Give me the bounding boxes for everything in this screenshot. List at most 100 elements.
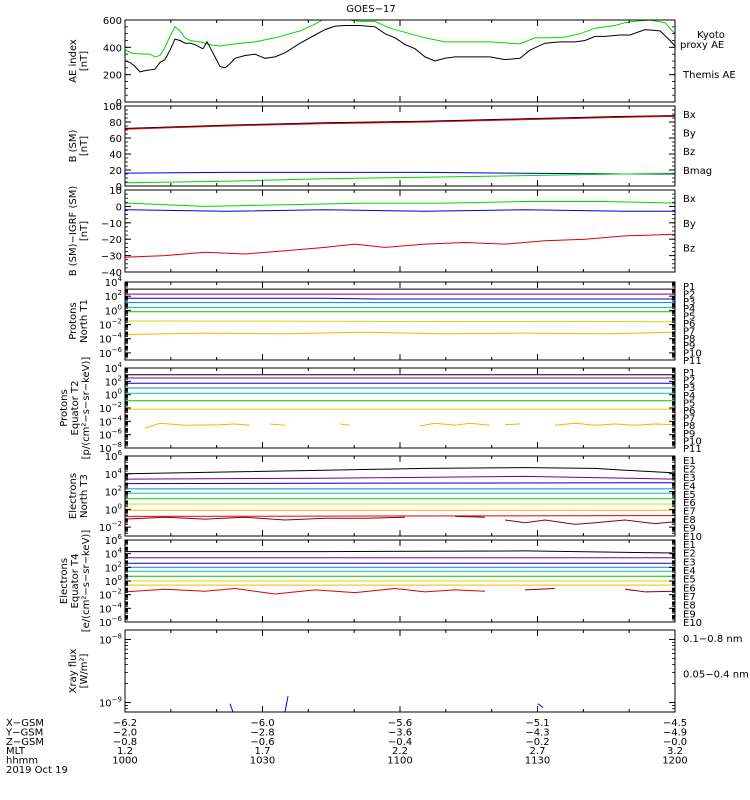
legend-label: E4	[683, 481, 696, 492]
x-tick-label: 1.2	[117, 746, 133, 757]
y-axis-label: North T3	[79, 474, 90, 518]
x-row-label: MLT	[6, 746, 26, 757]
x-row-label: Z−GSM	[6, 737, 44, 748]
y-tick-label: 102	[105, 485, 122, 499]
legend-label: P9	[683, 341, 695, 352]
y-tick-label: 100	[105, 388, 122, 402]
panel-frame-pt2	[124, 367, 676, 449]
y-axis-label: [nT]	[79, 136, 90, 156]
y-tick-label: 102	[105, 374, 122, 388]
y-tick-label: −20	[101, 235, 122, 246]
legend-label: E1	[683, 456, 696, 467]
y-axis-label: B (SM)	[68, 129, 79, 162]
legend-label: P5	[683, 398, 695, 409]
legend-label: E9	[683, 524, 696, 535]
legend-label: P8	[683, 334, 695, 345]
y-tick-label: −40	[101, 268, 122, 279]
legend-label: P10	[683, 349, 702, 360]
y-tick-label: 20	[109, 166, 122, 177]
y-axis-label: Xray flux	[68, 649, 79, 694]
y-axis-label: [W/m²]	[79, 653, 90, 688]
x-tick-label: 1200	[662, 756, 687, 767]
legend-label: P5	[683, 312, 695, 323]
legend-label: Kyoto	[697, 30, 725, 41]
y-tick-label: 10−2	[99, 318, 122, 332]
series-line-et3-9-1	[454, 515, 486, 518]
series-line-pt1-6	[125, 320, 675, 323]
y-axis-label: B (SM)−IGRF (SM)	[68, 186, 79, 277]
legend-label: E9	[683, 609, 696, 620]
legend-label: 0.1−0.8 nm	[683, 634, 742, 645]
legend-label: E1	[683, 540, 696, 551]
series-line-et4-9-1	[624, 588, 675, 593]
y-tick-label: 104	[105, 547, 123, 561]
series-line-pt2-7-3	[419, 422, 491, 427]
legend-label: P9	[683, 429, 695, 440]
panel-frame-digrf	[124, 189, 676, 273]
y-tick-label: 60	[109, 134, 122, 145]
x-tick-label: 2.2	[392, 746, 408, 757]
chart-title: GOES−17	[346, 4, 395, 15]
x-tick-label: −5.1	[525, 718, 549, 729]
x-axis-table: X−GSM −6.2 −6.0 −5.6 −5.1 −4.5 Y−GSM −2.0 −2.8 −3…	[5, 718, 688, 776]
legend-label: By	[683, 129, 696, 140]
legend-label: E5	[683, 490, 696, 501]
date-label: 2019 Oct 19	[6, 765, 68, 776]
y-axis-label: Equator T2	[70, 381, 81, 436]
y-tick-label: 400	[103, 43, 122, 54]
y-tick-label: 10	[109, 186, 122, 197]
series-line-digrf-0	[125, 201, 675, 207]
legend-label: P10	[683, 436, 702, 447]
y-tick-label: 10−6	[99, 428, 123, 442]
legend-label: P7	[683, 414, 695, 425]
x-tick-label: −4.3	[525, 727, 549, 738]
y-tick-label: 10−4	[99, 332, 123, 346]
y-tick-label: 106	[105, 449, 123, 463]
x-tick-label: 1000	[112, 756, 137, 767]
panel-digrf: −40 −30 −20 −10 0 10 B (SM)−IGRF (SM) [nT] Bx By B…	[68, 186, 696, 279]
x-row-label: X−GSM	[6, 718, 44, 729]
x-tick-label: −5.6	[388, 718, 412, 729]
series-line-pt2-7-0	[144, 422, 251, 429]
y-axis-label: Protons	[68, 302, 79, 339]
y-axis-label: [nT]	[79, 51, 90, 71]
y-tick-label: 10−4	[99, 414, 123, 428]
legend-label: Bmag	[683, 166, 712, 177]
legend-label: P4	[683, 304, 695, 315]
x-tick-label: −0.2	[525, 737, 549, 748]
legend-label: E2	[683, 549, 696, 560]
legend-label: E7	[683, 507, 696, 518]
series-line-et4-9-0	[524, 588, 556, 591]
x-tick-label: −0.6	[250, 737, 274, 748]
y-tick-label: 10−2	[99, 520, 122, 534]
x-tick-label: −3.6	[388, 727, 412, 738]
y-axis-label: Electrons	[59, 558, 70, 604]
legend-label: Bx	[683, 110, 696, 121]
y-tick-label: 10−4	[99, 601, 123, 615]
y-tick-label: 100	[103, 102, 122, 113]
x-tick-label: 2.7	[530, 746, 546, 757]
x-tick-label: −4.5	[663, 718, 687, 729]
series-line-pt2-7-5	[554, 422, 675, 426]
series-line-digrf-2	[125, 233, 675, 258]
series-line-xray-0-2	[537, 703, 544, 708]
series-line-et4-8	[125, 587, 486, 595]
series-line-ae-0	[125, 20, 675, 58]
legend-label: P11	[683, 356, 702, 367]
legend-label: P4	[683, 391, 695, 402]
legend-label: E2	[683, 464, 696, 475]
legend-label: P6	[683, 406, 695, 417]
x-tick-label: −2.8	[250, 727, 274, 738]
x-row-label: hhmm	[6, 756, 38, 767]
legend-label: P1	[683, 368, 695, 379]
legend-label: E5	[683, 575, 696, 586]
y-tick-label: 10−6	[99, 346, 123, 360]
y-tick-label: 10−6	[99, 615, 123, 629]
y-tick-label: 106	[105, 533, 123, 547]
series-line-b-2	[125, 171, 675, 175]
